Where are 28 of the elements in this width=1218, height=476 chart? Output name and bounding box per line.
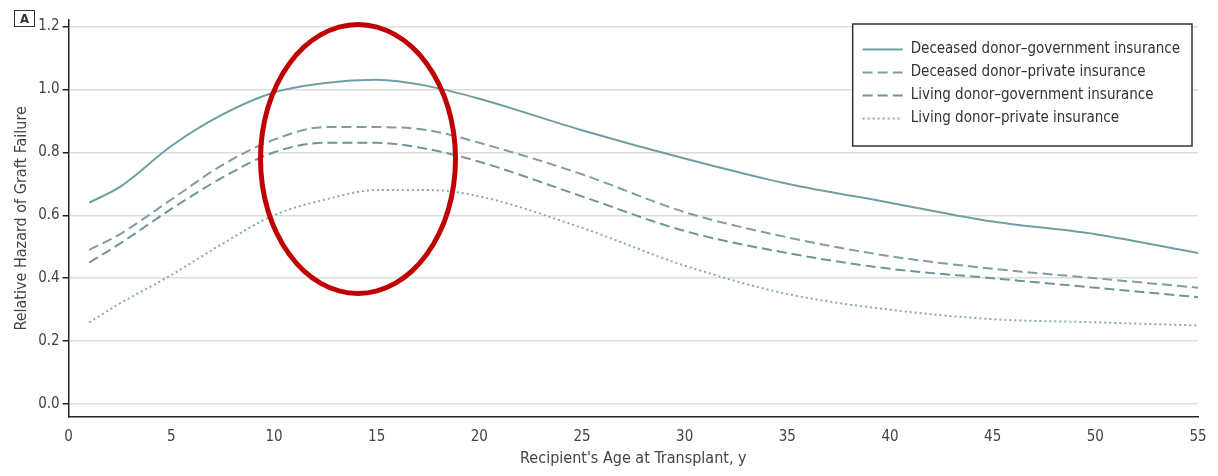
legend-label: Deceased donor–private insurance bbox=[910, 62, 1146, 81]
x-tick-label: 15 bbox=[368, 426, 386, 445]
y-tick-label: 0.6 bbox=[38, 205, 60, 224]
x-tick-label: 0 bbox=[64, 426, 73, 445]
x-tick-label: 5 bbox=[167, 426, 176, 445]
legend-label: Deceased donor–government insurance bbox=[910, 39, 1181, 58]
y-tick-label: 1.2 bbox=[38, 16, 60, 35]
legend-label: Living donor–private insurance bbox=[910, 108, 1119, 127]
x-tick-label: 40 bbox=[881, 426, 899, 445]
x-tick-label: 25 bbox=[573, 426, 591, 445]
y-tick-label: 0.2 bbox=[38, 331, 60, 350]
line-series bbox=[88, 189, 1198, 327]
y-tick-label: 1.0 bbox=[38, 79, 60, 98]
legend-label: Living donor–government insurance bbox=[910, 85, 1154, 104]
x-tick-label: 20 bbox=[470, 426, 488, 445]
x-axis-title: Recipient's Age at Transplant, y bbox=[520, 447, 748, 467]
text: A bbox=[14, 10, 36, 27]
x-tick-label: 55 bbox=[1189, 426, 1207, 445]
line-series bbox=[88, 78, 1198, 255]
x-tick-label: 50 bbox=[1086, 426, 1104, 445]
x-tick-label: 30 bbox=[676, 426, 694, 445]
x-tick-label: 10 bbox=[265, 426, 283, 445]
y-tick-label: 0.0 bbox=[38, 394, 60, 413]
x-tick-label: 35 bbox=[778, 426, 796, 445]
y-tick-label: 0.4 bbox=[38, 268, 60, 287]
y-tick-label: 0.8 bbox=[38, 142, 60, 161]
x-tick-label: 45 bbox=[984, 426, 1002, 445]
y-axis-title: Relative Hazard of Graft Failure bbox=[10, 106, 30, 331]
